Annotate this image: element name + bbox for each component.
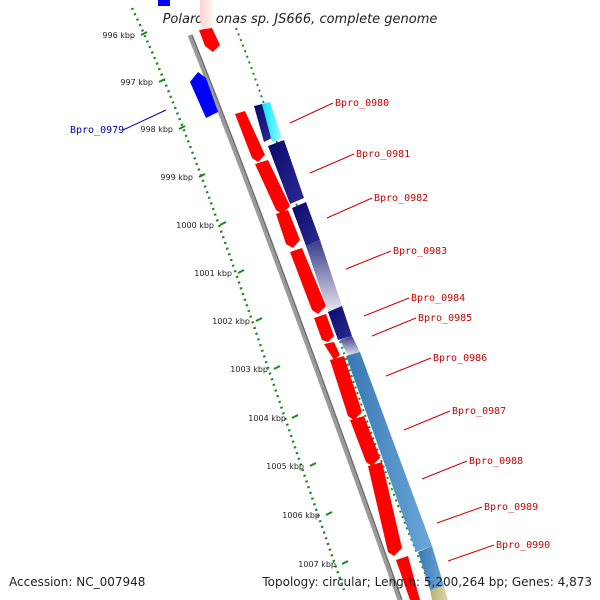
gene-label[interactable]: Bpro_0985 xyxy=(418,313,472,324)
gene-label[interactable]: Bpro_0986 xyxy=(433,353,487,364)
forward-gene-lane xyxy=(235,111,420,600)
tick-mark xyxy=(199,174,205,177)
leader-line xyxy=(404,411,450,430)
tick-mark xyxy=(256,318,262,321)
tick-label: 996 kbp xyxy=(102,31,135,40)
leader-line xyxy=(290,103,333,123)
tick-label: 1005 kbp xyxy=(266,462,304,471)
tick-mark xyxy=(342,561,348,564)
tick-mark xyxy=(159,79,165,82)
tick-mark xyxy=(220,222,226,225)
genome-map: Polaromonas sp. JS666, complete genome xyxy=(0,0,600,600)
leader-line xyxy=(346,251,391,269)
genome-map-canvas: Polaromonas sp. JS666, complete genome xyxy=(0,0,600,600)
leader-line xyxy=(310,154,354,173)
gene-label[interactable]: Bpro_0987 xyxy=(452,406,506,417)
gene-label[interactable]: Bpro_0981 xyxy=(356,149,410,160)
leader-line xyxy=(327,198,372,218)
leader-line xyxy=(364,298,409,316)
leader-line xyxy=(448,545,494,561)
annotation-gene-lane xyxy=(254,102,448,600)
gene-label[interactable]: Bpro_0980 xyxy=(335,98,389,109)
gene-label[interactable]: Bpro_0989 xyxy=(484,502,538,513)
gene-label[interactable]: Bpro_0983 xyxy=(393,246,447,257)
tick-label: 1002 kbp xyxy=(212,317,250,326)
leader-line xyxy=(437,507,482,523)
tick-label: 1004 kbp xyxy=(248,414,286,423)
tick-label: 998 kbp xyxy=(140,125,173,134)
gene-label[interactable]: Bpro_0990 xyxy=(496,540,550,551)
gene-label[interactable]: Bpro_0988 xyxy=(469,456,523,467)
tick-mark xyxy=(310,463,316,466)
topology-text: Topology: circular; Length: 5,200,264 bp… xyxy=(261,575,592,589)
tick-mark xyxy=(238,270,244,273)
tick-mark xyxy=(292,415,298,418)
gene-arrow-top-red xyxy=(199,28,220,52)
gene-label[interactable]: Bpro_0982 xyxy=(374,193,428,204)
tick-mark xyxy=(179,126,185,129)
tick-mark xyxy=(326,512,332,515)
tick-mark xyxy=(141,32,147,35)
leader-line xyxy=(422,461,467,479)
tick-label: 1007 kbp xyxy=(298,560,336,569)
tick-mark xyxy=(274,366,280,369)
leader-line xyxy=(386,358,431,376)
tick-label: 999 kbp xyxy=(160,173,193,182)
tick-label: 1003 kbp xyxy=(230,365,268,374)
gene-arrow xyxy=(324,342,340,360)
accession-text: Accession: NC_007948 xyxy=(9,575,145,589)
gene-label[interactable]: Bpro_0984 xyxy=(411,293,465,304)
tick-label: 1000 kbp xyxy=(176,221,214,230)
tick-label: 1006 kbp xyxy=(282,511,320,520)
tick-label: 1001 kbp xyxy=(194,269,232,278)
leader-line xyxy=(372,318,416,336)
tick-label: 997 kbp xyxy=(120,78,153,87)
gene-label-bpro-0979[interactable]: Bpro_0979 xyxy=(70,125,124,136)
gene-arrow-top-stub xyxy=(158,0,170,6)
